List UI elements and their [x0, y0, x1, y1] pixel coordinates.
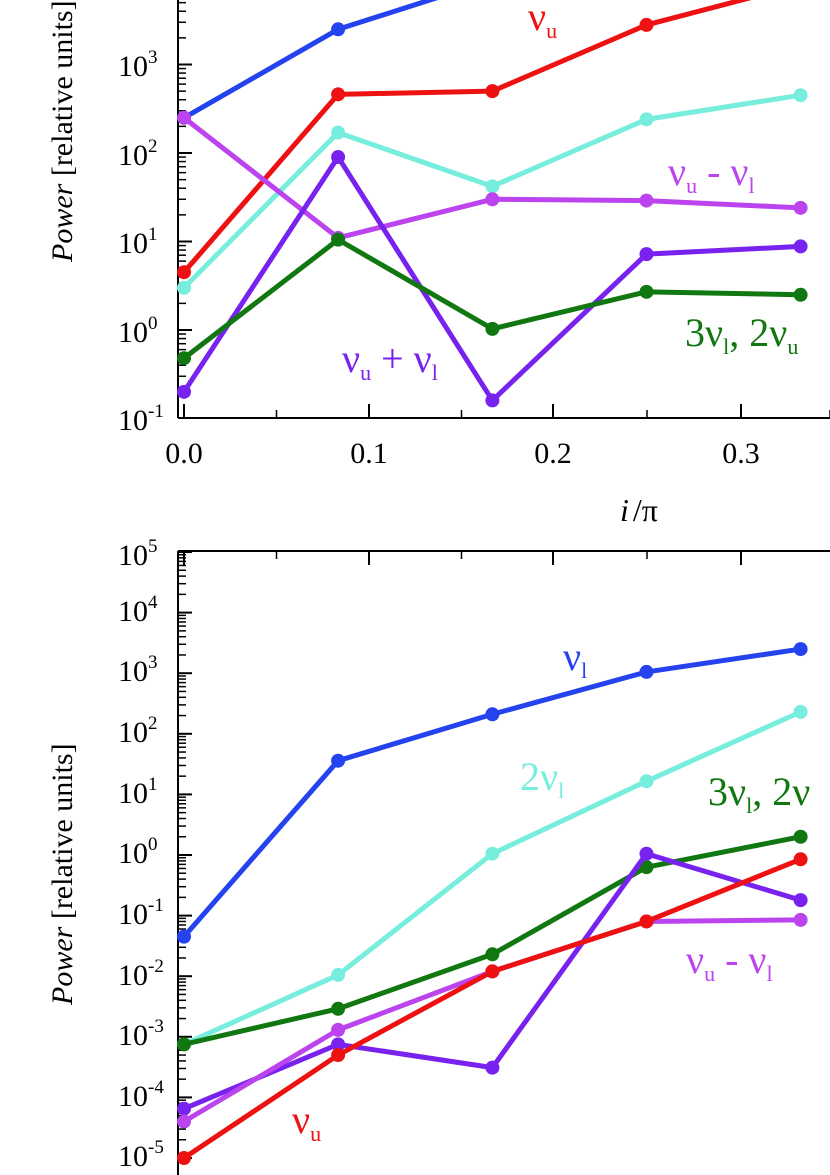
- bottom-ytick-label: 103: [118, 652, 158, 688]
- bottom-ytick-label: 105: [118, 536, 158, 572]
- top-data-point-nu-u: [331, 87, 346, 102]
- bottom-data-point-3nu-l-2nu-u: [331, 1001, 346, 1016]
- bottom-ticks: [178, 551, 742, 1159]
- bottom-label-nu-u: νu: [292, 1097, 321, 1146]
- top-data-point-nu-u: [485, 84, 500, 99]
- bottom-data-point-nu-u: [793, 852, 808, 867]
- bottom-data-point-nu-u-nu-l: [485, 1060, 500, 1075]
- bottom-data-point-3nu-l-2nu-u: [793, 829, 808, 844]
- top-data-point-nu-u-nu-l: [177, 384, 191, 399]
- bottom-ytick-label: 10-3: [118, 1016, 164, 1052]
- top-xtick-label: 0.1: [350, 437, 388, 470]
- top-data-point-nu-u-nu-l: [793, 200, 808, 215]
- bottom-panel: 10-5 10-4 10-3 10-2 10-1 100 101 102 103…: [46, 536, 830, 1175]
- bottom-series: [177, 642, 808, 1165]
- bottom-data-point-nu-u: [639, 914, 654, 929]
- top-data-point-2nu-l: [331, 125, 346, 140]
- bottom-y-axis-label: Power [relative units]: [46, 743, 79, 1006]
- bottom-data-point-nu-u: [177, 1151, 191, 1165]
- top-panel: 10-1 100 101 102 103 0.0 0.1 0.2 0.3 Pow…: [46, 0, 830, 528]
- bottom-data-point-nu-u-nu-l: [331, 1022, 346, 1037]
- bottom-data-point-nu-l: [177, 929, 191, 944]
- top-data-point-3nu-l-2nu-u: [639, 284, 654, 299]
- top-data-point-2nu-l: [639, 112, 654, 127]
- top-ytick-label: 102: [118, 136, 158, 172]
- bottom-data-point-nu-u-nu-l: [793, 893, 808, 908]
- bottom-data-point-nu-u-nu-l: [639, 846, 654, 861]
- top-x-axis-label: i/π: [620, 492, 658, 528]
- top-xtick-label: 0.2: [534, 437, 572, 470]
- top-data-point-2nu-l: [177, 280, 191, 295]
- top-y-axis-label: Power [relative units]: [46, 0, 79, 263]
- top-ytick-label: 101: [118, 224, 158, 260]
- bottom-label-three-nu-l-two-nu-u: 3νl, 2ν: [708, 769, 810, 818]
- bottom-series-line-2nu-l: [182, 709, 802, 1047]
- top-data-point-nu-u-nu-l: [793, 239, 808, 254]
- top-ytick-label: 103: [118, 47, 158, 83]
- top-data-point-nu-u-nu-l: [331, 150, 346, 165]
- top-label-nu-u: νu: [528, 0, 557, 43]
- top-data-point-nu-u-nu-l: [177, 110, 191, 125]
- bottom-data-point-nu-u-nu-l: [331, 1037, 346, 1052]
- bottom-series-line-3nu-l-2nu-u: [183, 834, 802, 1047]
- top-data-point-nu-u: [177, 265, 191, 280]
- bottom-data-point-nu-l: [639, 664, 654, 679]
- bottom-ytick-label: 10-1: [118, 895, 164, 931]
- bottom-data-point-nu-u: [331, 1048, 346, 1063]
- top-data-point-nu-u-nu-l: [639, 247, 654, 262]
- top-data-point-3nu-l-2nu-u: [485, 321, 500, 336]
- top-data-point-nu-u: [639, 17, 654, 32]
- bottom-data-point-nu-l: [793, 642, 808, 657]
- bottom-ytick-label: 10-2: [118, 956, 164, 992]
- top-label-nu-u-minus-nu-l: νu - νl: [668, 149, 755, 198]
- bottom-data-point-2nu-l: [331, 967, 346, 982]
- bottom-data-point-nu-u-nu-l: [793, 912, 808, 927]
- top-series: [177, 0, 808, 408]
- top-label-three-nu-l-two-nu-u: 3νl, 2νu: [685, 310, 798, 359]
- bottom-label-nu-l: νl: [563, 634, 587, 683]
- top-data-point-2nu-l: [793, 88, 808, 103]
- bottom-data-point-nu-u: [485, 964, 500, 979]
- bottom-ytick-label: 101: [118, 774, 158, 810]
- bottom-data-point-2nu-l: [485, 846, 500, 861]
- bottom-data-point-nu-l: [485, 707, 500, 722]
- bottom-data-point-2nu-l: [639, 774, 654, 789]
- bottom-ytick-label: 102: [118, 713, 158, 749]
- top-data-point-3nu-l-2nu-u: [793, 287, 808, 302]
- top-data-point-nu-u-nu-l: [485, 192, 500, 207]
- bottom-ytick-label: 10-5: [118, 1137, 164, 1173]
- bottom-label-two-nu-l: 2νl: [520, 754, 564, 803]
- top-series-line-nu-l: [182, 0, 439, 120]
- bottom-ytick-label: 10-4: [118, 1077, 164, 1113]
- top-xtick-label: 0.0: [165, 437, 203, 470]
- bottom-label-nu-u-minus-nu-l: νu - νl: [686, 937, 773, 986]
- bottom-ytick-label: 104: [118, 592, 158, 628]
- top-data-point-nu-l: [331, 22, 346, 37]
- top-data-point-nu-u-nu-l: [485, 393, 500, 408]
- top-label-nu-u-plus-nu-l: νu + νl: [342, 336, 438, 385]
- bottom-series-line-nu-u: [182, 856, 802, 1161]
- bottom-data-point-nu-u-nu-l: [177, 1114, 191, 1129]
- bottom-data-point-3nu-l-2nu-u: [485, 947, 500, 962]
- top-xtick-label: 0.3: [722, 437, 760, 470]
- bottom-data-point-nu-l: [331, 753, 346, 768]
- bottom-data-point-3nu-l-2nu-u: [639, 860, 654, 875]
- top-data-point-nu-u-nu-l: [639, 193, 654, 208]
- top-data-point-3nu-l-2nu-u: [177, 351, 191, 366]
- bottom-ytick-label: 100: [118, 834, 158, 870]
- bottom-data-point-3nu-l-2nu-u: [177, 1037, 191, 1052]
- top-ytick-label: 100: [118, 313, 158, 349]
- top-series-line-nu-u: [182, 0, 752, 274]
- top-data-point-3nu-l-2nu-u: [331, 232, 346, 247]
- top-ytick-label: 10-1: [118, 401, 164, 437]
- bottom-data-point-nu-u-nu-l: [177, 1101, 191, 1116]
- top-data-point-2nu-l: [485, 179, 500, 194]
- bottom-data-point-2nu-l: [793, 704, 808, 719]
